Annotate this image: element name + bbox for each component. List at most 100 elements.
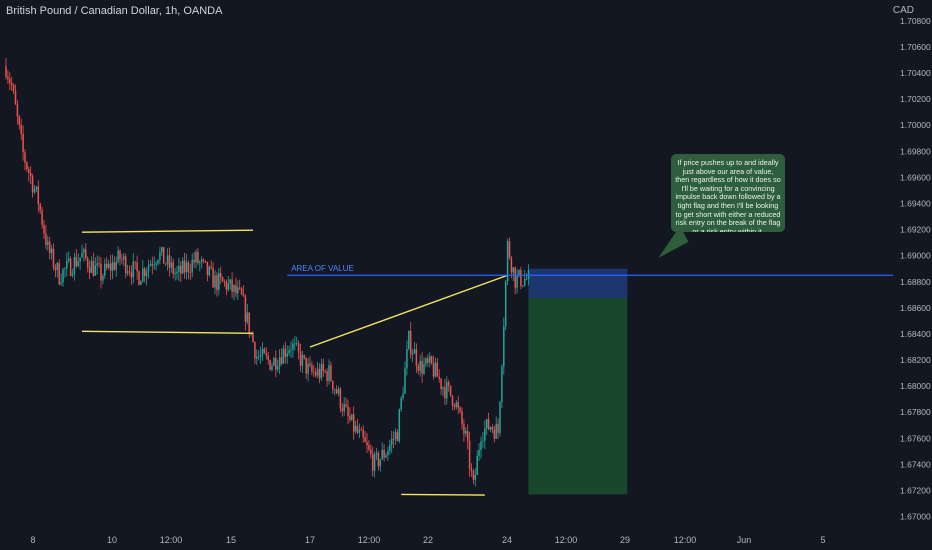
candle-body: [311, 365, 313, 372]
candle-body: [145, 271, 148, 277]
candle-body: [523, 278, 526, 286]
candle-body: [259, 355, 262, 357]
candle-body: [466, 430, 469, 441]
candle-body: [79, 257, 81, 262]
candle-body: [35, 186, 38, 189]
candle-body: [292, 343, 294, 350]
range-top-line: [81, 229, 254, 233]
candle-body: [39, 204, 41, 211]
candle-body: [347, 406, 349, 417]
candle-body: [197, 251, 199, 264]
candle-body: [301, 354, 304, 366]
x-tick-label: 10: [107, 535, 117, 545]
candle-body: [447, 382, 450, 386]
candle-body: [170, 262, 173, 268]
candle-body: [242, 294, 245, 297]
candle-body: [66, 260, 68, 269]
candle-body: [96, 263, 98, 266]
candle-body: [453, 405, 456, 408]
candles: [5, 58, 530, 487]
position-zones: [528, 268, 628, 495]
candle-body: [482, 440, 484, 442]
candle-body: [85, 249, 87, 259]
candle-body: [404, 368, 406, 394]
candle-body: [438, 376, 440, 379]
candle-body: [398, 409, 401, 442]
candle-body: [267, 355, 269, 361]
candle-body: [140, 281, 142, 285]
candle-body: [159, 252, 161, 260]
candle-body: [134, 261, 136, 263]
candle-body: [341, 408, 344, 412]
candle-body: [309, 363, 311, 366]
candle-body: [18, 116, 21, 125]
candle-body: [295, 343, 298, 344]
stop-zone: [528, 268, 628, 299]
candle-body: [339, 388, 342, 409]
candle-body: [212, 267, 214, 288]
x-tick-label: 12:00: [160, 535, 183, 545]
candle-body: [276, 366, 279, 370]
candle-body: [484, 428, 486, 441]
symbol-title[interactable]: British Pound / Canadian Dollar, 1h, OAN…: [6, 5, 223, 17]
x-tick-label: 22: [423, 535, 433, 545]
y-tick-label: 1.69600: [900, 172, 931, 182]
y-tick-label: 1.68400: [900, 329, 931, 339]
candle-body: [185, 262, 188, 273]
candle-body: [130, 272, 133, 278]
candle-body: [284, 348, 287, 357]
candle-body: [143, 268, 146, 277]
candle-body: [392, 438, 395, 440]
candle-body: [400, 397, 402, 410]
candle-body: [233, 285, 235, 292]
candle-body: [221, 277, 224, 282]
area-of-value-label: AREA OF VALUE: [291, 264, 354, 273]
candle-body: [354, 425, 357, 432]
candle-body: [109, 263, 112, 271]
candle-body: [94, 265, 97, 276]
y-tick-label: 1.70800: [900, 16, 931, 26]
candle-body: [119, 250, 121, 260]
candle-body: [22, 133, 24, 153]
x-tick-label: 12:00: [555, 535, 578, 545]
x-tick-label: 29: [620, 535, 630, 545]
candle-body: [214, 275, 216, 288]
candle-body: [463, 424, 465, 434]
candle-body: [474, 475, 477, 480]
candle-body: [516, 275, 518, 288]
candle-body: [434, 362, 437, 377]
annotation-callout[interactable]: If price pushes up to and ideally just a…: [671, 154, 785, 232]
candle-body: [174, 273, 176, 274]
candle-body: [470, 468, 473, 472]
candle-body: [356, 425, 359, 433]
candle-body: [244, 296, 247, 322]
y-tick-label: 1.67800: [900, 407, 931, 417]
candle-body: [499, 402, 501, 433]
y-tick-label: 1.70600: [900, 42, 931, 52]
candle-body: [419, 360, 421, 371]
candle-body: [187, 262, 190, 272]
candle-body: [504, 281, 507, 327]
candle-body: [206, 261, 209, 276]
candle-body: [349, 416, 351, 420]
candle-body: [493, 429, 496, 439]
candle-body: [495, 423, 497, 439]
candle-body: [518, 269, 520, 276]
candle-body: [71, 274, 74, 276]
candle-body: [193, 259, 195, 263]
candle-body: [396, 431, 399, 442]
candle-body: [121, 259, 123, 261]
candle-body: [525, 278, 528, 280]
candle-body: [52, 248, 55, 268]
candle-body: [417, 365, 420, 371]
candle-body: [506, 241, 509, 282]
candle-body: [246, 312, 249, 322]
y-tick-label: 1.67000: [900, 512, 931, 522]
candle-body: [322, 363, 325, 371]
candle-body: [468, 440, 471, 469]
x-tick-label: 15: [226, 535, 236, 545]
candle-body: [256, 356, 258, 359]
candle-body: [45, 233, 47, 246]
